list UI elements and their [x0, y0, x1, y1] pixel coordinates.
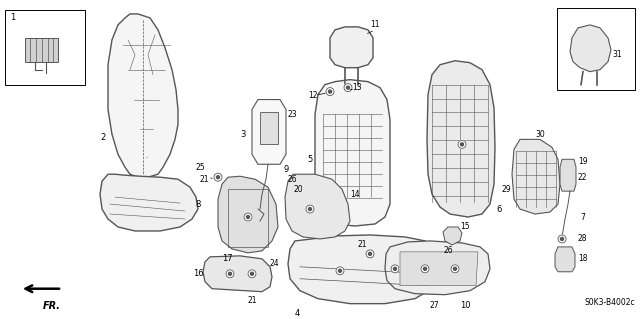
Text: 5: 5	[307, 155, 312, 164]
Circle shape	[561, 237, 563, 241]
Text: 12: 12	[308, 91, 317, 100]
Circle shape	[306, 205, 314, 213]
Text: 21: 21	[248, 296, 257, 305]
Polygon shape	[555, 247, 575, 272]
Circle shape	[339, 269, 342, 272]
Text: 19: 19	[578, 157, 588, 166]
Text: 3: 3	[240, 130, 245, 139]
Polygon shape	[385, 241, 490, 295]
Text: 13: 13	[352, 83, 362, 92]
Circle shape	[336, 267, 344, 275]
Text: 25: 25	[195, 163, 205, 172]
Circle shape	[226, 270, 234, 278]
Circle shape	[326, 88, 334, 96]
Circle shape	[346, 86, 349, 89]
Text: 22: 22	[578, 173, 588, 182]
Text: 2: 2	[100, 133, 105, 142]
Text: 6: 6	[496, 204, 501, 213]
Text: 9: 9	[283, 165, 288, 174]
Text: 16: 16	[193, 269, 204, 278]
Circle shape	[308, 208, 312, 211]
Polygon shape	[260, 112, 278, 145]
Circle shape	[369, 252, 371, 255]
Polygon shape	[443, 227, 462, 245]
Circle shape	[454, 267, 456, 270]
Text: S0K3-B4002c: S0K3-B4002c	[584, 298, 635, 307]
Text: 23: 23	[288, 110, 298, 119]
Text: 15: 15	[460, 222, 470, 232]
Circle shape	[366, 250, 374, 258]
Circle shape	[214, 173, 222, 181]
Text: 8: 8	[195, 200, 200, 209]
Circle shape	[394, 267, 397, 270]
Circle shape	[391, 265, 399, 273]
Polygon shape	[557, 8, 635, 90]
Text: 30: 30	[535, 130, 545, 139]
Circle shape	[461, 143, 463, 146]
Text: 21: 21	[200, 175, 209, 184]
Text: FR.: FR.	[43, 300, 61, 311]
Text: 1: 1	[10, 13, 15, 22]
Text: 4: 4	[295, 309, 300, 318]
Polygon shape	[400, 252, 478, 286]
Circle shape	[244, 213, 252, 221]
Polygon shape	[25, 38, 58, 62]
Polygon shape	[285, 174, 350, 239]
Circle shape	[421, 265, 429, 273]
Circle shape	[344, 84, 352, 92]
Polygon shape	[560, 159, 576, 191]
Text: 18: 18	[578, 254, 588, 263]
Polygon shape	[512, 139, 560, 214]
Polygon shape	[252, 100, 286, 164]
Text: 21: 21	[358, 241, 367, 249]
Polygon shape	[218, 176, 278, 253]
Polygon shape	[330, 27, 373, 68]
Polygon shape	[570, 25, 611, 72]
Text: 7: 7	[580, 212, 585, 221]
Circle shape	[458, 140, 466, 148]
Text: 26: 26	[288, 175, 298, 184]
Polygon shape	[315, 80, 390, 226]
Polygon shape	[100, 174, 198, 231]
Circle shape	[228, 272, 232, 275]
Text: 29: 29	[502, 185, 511, 194]
Polygon shape	[427, 61, 495, 217]
Circle shape	[250, 272, 253, 275]
Circle shape	[424, 267, 426, 270]
Text: 26: 26	[443, 246, 452, 256]
Text: 20: 20	[293, 185, 303, 194]
Text: 10: 10	[460, 301, 470, 310]
Circle shape	[558, 235, 566, 243]
Polygon shape	[108, 14, 178, 177]
Text: 14: 14	[350, 189, 360, 199]
Text: 17: 17	[222, 254, 232, 263]
Circle shape	[246, 216, 250, 219]
Polygon shape	[288, 235, 440, 304]
Circle shape	[248, 270, 256, 278]
Text: 31: 31	[612, 50, 621, 59]
Text: 27: 27	[430, 301, 440, 310]
Text: 24: 24	[270, 259, 280, 268]
Circle shape	[451, 265, 459, 273]
Polygon shape	[5, 10, 85, 85]
Text: 28: 28	[578, 234, 588, 243]
Circle shape	[328, 90, 332, 93]
Text: 11: 11	[370, 20, 380, 29]
Polygon shape	[203, 256, 272, 292]
Circle shape	[216, 176, 220, 179]
